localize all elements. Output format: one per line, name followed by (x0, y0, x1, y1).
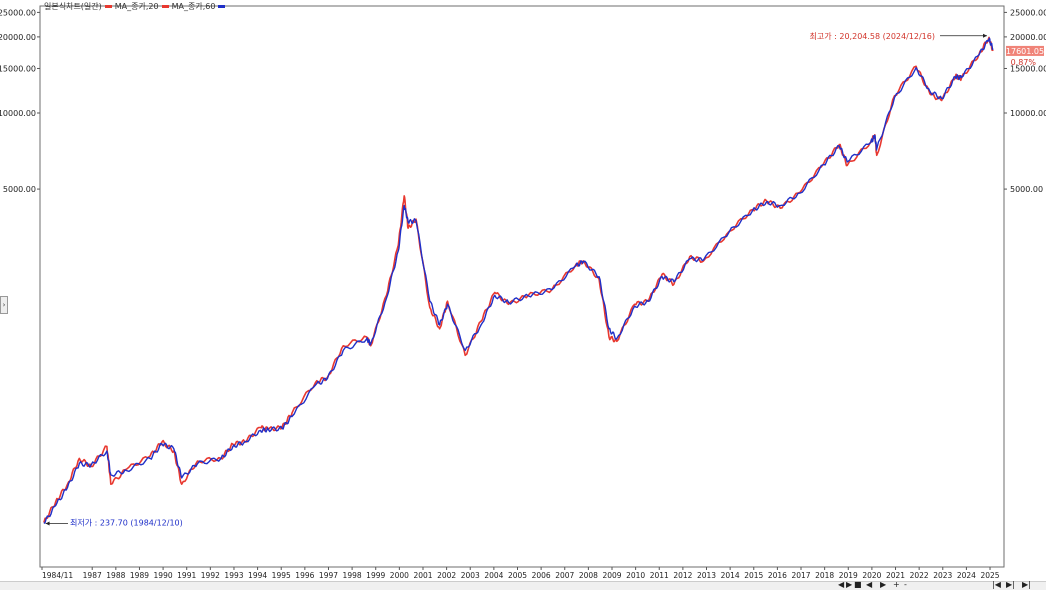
bottom-scrollbar[interactable] (0, 581, 1046, 590)
y-tick-label-left: 20000.00 (0, 33, 36, 42)
x-tick-label: 2001 (413, 571, 432, 580)
nav-back-button[interactable]: ◀ (866, 580, 873, 589)
x-tick-label: 1991 (177, 571, 196, 580)
x-tick-label: 1997 (319, 571, 338, 580)
current-price-label: 17601.05 (1006, 47, 1044, 56)
change-percent-label: 0.87% (1011, 58, 1037, 67)
x-tick-label: 2002 (437, 571, 456, 580)
x-tick-label: 1998 (343, 571, 362, 580)
x-tick-label: 1999 (366, 571, 385, 580)
x-tick-label: 2022 (910, 571, 929, 580)
side-panel-toggle[interactable]: › (0, 296, 8, 314)
nav-last-button[interactable]: ▶| (1022, 580, 1031, 589)
nav-forward-button[interactable]: ▶ (880, 580, 887, 589)
x-tick-label: 1992 (201, 571, 220, 580)
x-tick-label: 1996 (295, 571, 314, 580)
nav-stop-button[interactable]: ■ (854, 580, 862, 589)
x-tick-label: 1995 (272, 571, 291, 580)
low-pointer-arrow (45, 521, 50, 526)
x-axis: 1984/11 1987 1988 1989 1990 1991 1992 1993 1994 1… (41, 567, 1000, 580)
x-tick-label: 1988 (106, 571, 125, 580)
y-tick-label-left: 5000.00 (3, 185, 36, 194)
y-axis-left: 25000.00 20000.00 15000.00 10000.00 5000.00 (0, 8, 40, 194)
y-tick-label-right: 10000.00 (1010, 109, 1046, 118)
x-tick-label: 2019 (839, 571, 858, 580)
x-tick-label: 1989 (130, 571, 149, 580)
x-tick-label: 2015 (744, 571, 763, 580)
x-tick-label: 2018 (815, 571, 834, 580)
x-tick-label: 2014 (721, 571, 740, 580)
zoom-in-button[interactable]: + (893, 580, 900, 589)
x-tick-label: 2011 (650, 571, 669, 580)
y-tick-label-right: 15000.00 (1010, 64, 1046, 73)
x-tick-label: 2020 (862, 571, 881, 580)
x-tick-label: 1994 (248, 571, 267, 580)
annotation-layer: 최고가 : 20,204.58 (2024/12/16) 최저가 : 237.70… (45, 31, 1044, 528)
legend-swatch-ma60-line (218, 5, 226, 8)
y-tick-label-right: 25000.00 (1010, 8, 1046, 17)
x-tick-label: 2021 (886, 571, 905, 580)
x-tick-label: 2023 (933, 571, 952, 580)
x-tick-label: 2016 (768, 571, 787, 580)
x-tick-label: 2005 (508, 571, 527, 580)
y-tick-label-right: 20000.00 (1010, 33, 1046, 42)
x-tick-label: 2012 (673, 571, 692, 580)
high-pointer-arrow (983, 33, 988, 38)
nav-start-button[interactable]: |◀ (992, 580, 1001, 589)
x-tick-label: 2007 (555, 571, 574, 580)
nav-next-button[interactable]: ▶ (846, 580, 853, 589)
plot-frame (39, 5, 1005, 568)
series-layer (43, 36, 994, 524)
high-annotation-label: 최고가 : 20,204.58 (2024/12/16) (810, 31, 935, 41)
x-tick-label: 1984/11 (42, 571, 73, 580)
x-tick-label: 2006 (532, 571, 551, 580)
y-tick-label-left: 25000.00 (0, 8, 36, 17)
legend-swatch-ma20 (104, 5, 112, 8)
x-tick-label: 2009 (602, 571, 621, 580)
x-tick-label: 2013 (697, 571, 716, 580)
x-tick-label: 2024 (957, 571, 976, 580)
x-tick-label: 2008 (579, 571, 598, 580)
nav-end-button[interactable]: ▶| (1006, 580, 1015, 589)
zoom-out-button[interactable]: - (904, 580, 907, 589)
series-line-ma60 (43, 37, 994, 524)
x-tick-label: 1987 (83, 571, 102, 580)
current-price-box (1006, 45, 1044, 56)
legend-label-ma60: MA_종가,60 (171, 2, 216, 11)
x-tick-label: 2010 (626, 571, 645, 580)
x-tick-label: 2025 (980, 571, 999, 580)
legend-label-ma20: MA_종가,20 (114, 2, 159, 11)
y-axis-right: 25000.00 20000.00 15000.00 10000.00 5000.00 (1004, 8, 1046, 194)
y-tick-label-left: 15000.00 (0, 64, 36, 73)
y-tick-label-left: 10000.00 (0, 109, 36, 118)
low-annotation-label: 최저가 : 237.70 (1984/12/10) (70, 518, 183, 528)
x-tick-label: 1990 (154, 571, 173, 580)
x-tick-label: 2004 (484, 571, 503, 580)
legend-swatch-ma60 (161, 5, 169, 8)
x-tick-label: 2000 (390, 571, 409, 580)
legend-base-label: 일본식차트(일간) (44, 2, 102, 11)
x-tick-label: 2017 (791, 571, 810, 580)
x-tick-label: 2003 (461, 571, 480, 580)
y-tick-label-right: 5000.00 (1010, 185, 1043, 194)
x-tick-label: 1993 (224, 571, 243, 580)
nav-prev-button[interactable]: ◀ (838, 580, 845, 589)
chart-legend: 일본식차트(일간) MA_종가,20 MA_종가,60 (44, 1, 226, 12)
